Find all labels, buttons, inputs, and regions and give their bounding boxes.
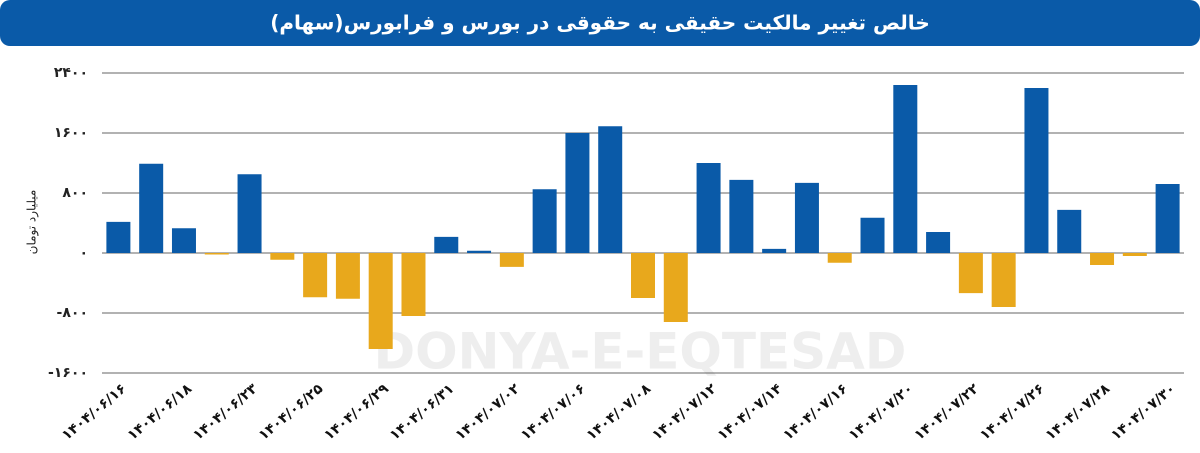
watermark: DONYA-E-EQTESAD xyxy=(374,323,907,381)
x-tick-label: ۱۴۰۴/۰۶/۲۳ xyxy=(190,381,261,444)
bar xyxy=(958,253,983,294)
x-tick-label: ۱۴۰۴/۰۷/۱۶ xyxy=(780,381,850,444)
x-tick-label: ۱۴۰۴/۰۷/۲۶ xyxy=(977,381,1047,444)
y-tick-label: -۸۰۰ xyxy=(57,305,88,321)
bar xyxy=(565,133,590,253)
bar xyxy=(827,253,852,263)
bar xyxy=(532,189,557,253)
x-tick-label: ۱۴۰۴/۰۷/۱۲ xyxy=(649,381,720,444)
x-tick-label: ۱۴۰۴/۰۷/۲۸ xyxy=(1043,381,1114,444)
bar xyxy=(368,253,393,349)
y-tick-label: ۰ xyxy=(79,245,88,261)
x-tick-label: ۱۴۰۴/۰۶/۱۸ xyxy=(125,381,196,444)
bar xyxy=(335,253,360,299)
x-tick-label: ۱۴۰۴/۰۶/۱۶ xyxy=(59,381,129,444)
x-tick-label: ۱۴۰۴/۰۷/۲۲ xyxy=(912,381,983,444)
bar xyxy=(270,253,295,260)
bar xyxy=(1155,184,1180,253)
bar xyxy=(598,126,623,253)
bar xyxy=(663,253,688,322)
bar xyxy=(434,236,459,253)
x-tick-label: ۱۴۰۴/۰۷/۲۰ xyxy=(846,381,916,444)
x-tick-label: ۱۴۰۴/۰۷/۱۴ xyxy=(715,381,786,444)
bar xyxy=(303,253,328,298)
bar xyxy=(106,221,131,253)
bar xyxy=(893,85,918,253)
y-axis-label: میلیارد تومان xyxy=(25,190,40,255)
title-bar xyxy=(0,0,1200,46)
bar xyxy=(139,163,164,253)
bar xyxy=(499,253,524,267)
bar xyxy=(171,228,196,253)
chart-title: خالص تغییر مالکیت حقیقی به حقوقی در بورس… xyxy=(270,11,929,35)
x-tick-label: ۱۴۰۴/۰۶/۲۹ xyxy=(321,381,392,444)
bar xyxy=(794,182,819,253)
bar xyxy=(204,253,229,255)
x-tick-label: ۱۴۰۴/۰۶/۲۵ xyxy=(256,381,327,444)
bar xyxy=(1057,209,1082,253)
bar xyxy=(860,217,885,253)
y-tick-label: ۸۰۰ xyxy=(62,185,88,201)
y-tick-label: ۲۴۰۰ xyxy=(54,65,88,81)
bar xyxy=(237,174,262,253)
bar xyxy=(1122,253,1147,256)
bar xyxy=(467,250,492,253)
x-tick-label: ۱۴۰۴/۰۷/۳۰ xyxy=(1108,381,1178,444)
bar xyxy=(1090,253,1115,265)
bar xyxy=(401,253,426,316)
x-tick-label: ۱۴۰۴/۰۷/۰۲ xyxy=(452,381,523,444)
bar xyxy=(696,163,721,253)
y-tick-label: -۱۶۰۰ xyxy=(48,365,88,381)
x-tick-label: ۱۴۰۴/۰۷/۰۶ xyxy=(518,381,588,444)
x-tick-label: ۱۴۰۴/۰۷/۰۸ xyxy=(584,381,655,444)
y-tick-label: ۱۶۰۰ xyxy=(54,125,88,141)
bar xyxy=(631,253,655,298)
bar xyxy=(926,232,951,253)
bar xyxy=(762,248,787,253)
x-tick-label: ۱۴۰۴/۰۶/۳۱ xyxy=(387,381,457,444)
bar xyxy=(1024,88,1049,253)
bar xyxy=(729,179,754,253)
bar xyxy=(991,253,1016,307)
